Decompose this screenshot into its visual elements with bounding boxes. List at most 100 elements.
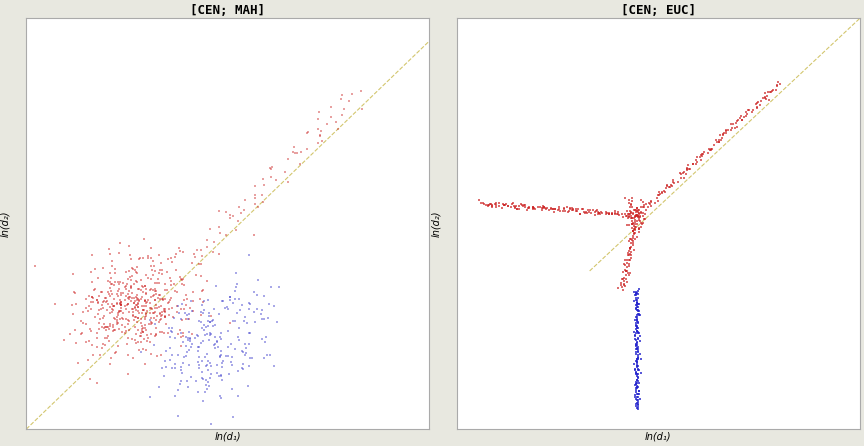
Point <box>91 310 105 317</box>
Point <box>759 95 772 102</box>
Point <box>154 266 168 273</box>
Point <box>137 283 151 290</box>
Point <box>132 297 146 304</box>
Point <box>211 343 225 351</box>
Point <box>630 377 644 384</box>
Point <box>492 202 506 209</box>
Point <box>227 295 241 302</box>
Point <box>569 207 582 215</box>
Point <box>600 210 614 217</box>
Point <box>194 301 208 309</box>
Point <box>177 306 191 313</box>
Point <box>149 287 162 294</box>
Point <box>638 200 652 207</box>
Point <box>143 275 157 282</box>
Point <box>159 320 173 327</box>
Point <box>165 329 179 336</box>
Point <box>158 281 172 288</box>
Point <box>149 268 162 275</box>
Point <box>114 301 128 309</box>
Point <box>627 297 641 305</box>
Point <box>630 301 644 308</box>
Point <box>156 330 170 337</box>
Point <box>168 251 182 258</box>
Point <box>93 315 107 322</box>
Point <box>704 145 718 152</box>
Point <box>569 206 583 213</box>
Point <box>187 308 200 315</box>
Point <box>213 229 227 236</box>
Point <box>542 207 556 214</box>
Point <box>148 308 162 315</box>
Point <box>707 142 721 149</box>
Point <box>652 191 666 198</box>
Point <box>130 264 144 271</box>
Point <box>158 313 172 320</box>
Point <box>623 207 637 215</box>
Point <box>154 352 168 359</box>
Point <box>474 199 488 206</box>
Point <box>637 212 651 219</box>
Point <box>110 313 124 320</box>
Point <box>578 210 592 217</box>
Point <box>136 329 149 336</box>
Point <box>751 103 765 111</box>
Point <box>182 315 196 322</box>
Point <box>29 262 42 269</box>
Point <box>100 334 114 342</box>
Point <box>290 149 304 157</box>
Point <box>206 317 219 324</box>
Point <box>129 294 143 301</box>
Point <box>517 201 530 208</box>
Point <box>139 290 153 297</box>
Point <box>181 336 194 343</box>
Point <box>148 297 162 304</box>
Y-axis label: ln(d₂): ln(d₂) <box>431 211 441 237</box>
Point <box>551 206 565 213</box>
Point <box>90 329 104 336</box>
Point <box>103 310 117 317</box>
Point <box>181 384 195 391</box>
Point <box>734 115 747 122</box>
Point <box>91 296 105 303</box>
Point <box>185 308 199 315</box>
Point <box>67 288 81 295</box>
Point <box>215 297 229 305</box>
Point <box>213 250 226 257</box>
Point <box>184 297 198 305</box>
Point <box>628 393 642 400</box>
Point <box>631 375 645 382</box>
Point <box>143 305 157 312</box>
Point <box>105 281 119 288</box>
Point <box>264 166 277 173</box>
Point <box>144 244 158 251</box>
Point <box>224 294 238 301</box>
Point <box>96 340 110 347</box>
Point <box>674 171 688 178</box>
Point <box>629 386 643 393</box>
Point <box>122 295 136 302</box>
Point <box>128 304 142 311</box>
Point <box>702 147 716 154</box>
Point <box>717 130 731 137</box>
Point <box>631 335 645 343</box>
Point <box>651 191 665 198</box>
Point <box>136 306 149 314</box>
Point <box>144 320 158 327</box>
Point <box>115 314 129 322</box>
Point <box>761 88 775 95</box>
Point <box>130 270 143 277</box>
Point <box>629 340 643 347</box>
Point <box>203 359 217 367</box>
Point <box>97 312 111 319</box>
Point <box>111 310 124 317</box>
Point <box>196 397 210 405</box>
Point <box>544 204 558 211</box>
Point <box>137 297 151 304</box>
Point <box>103 321 117 328</box>
Point <box>641 203 655 211</box>
Point <box>158 306 172 313</box>
Point <box>608 209 622 216</box>
Point <box>173 274 187 281</box>
Point <box>76 309 90 316</box>
